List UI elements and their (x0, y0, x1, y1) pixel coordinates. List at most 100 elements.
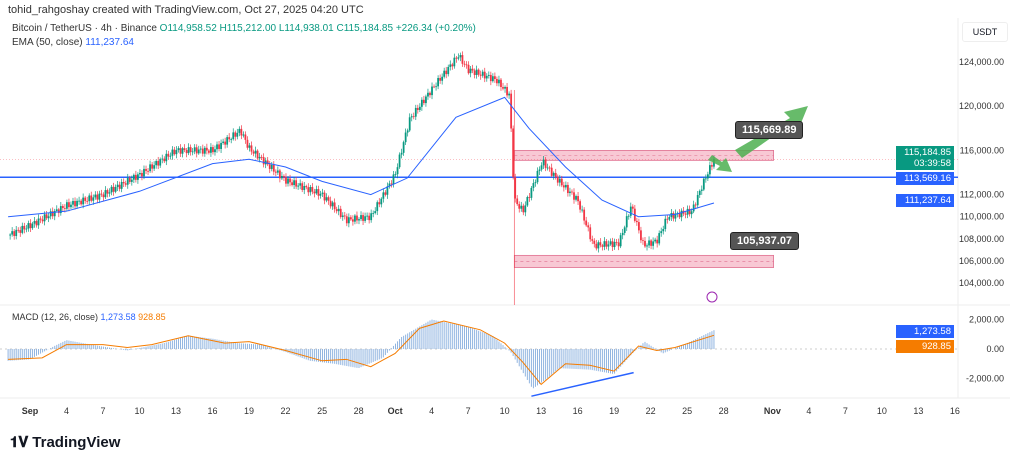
candle-body (674, 213, 677, 219)
candle-body (579, 201, 581, 210)
candle-body (19, 230, 22, 233)
candle-body (406, 130, 409, 133)
candle-body (435, 86, 437, 88)
candle-body (465, 64, 468, 66)
candle-body (329, 200, 332, 207)
candle-body (165, 153, 168, 162)
candle-body (268, 164, 271, 169)
candle-body (220, 142, 222, 149)
currency-button[interactable]: USDT (962, 22, 1008, 42)
candle-body (550, 167, 553, 176)
candle-body (642, 240, 644, 242)
candle-body (230, 139, 233, 140)
candle-body (564, 184, 567, 188)
time-tick: 13 (536, 406, 546, 416)
candle-body (323, 192, 326, 201)
candle-body (43, 214, 46, 222)
candle-body (61, 206, 64, 209)
macd-label: MACD (12, 26, close) (12, 312, 99, 322)
candle-body (112, 186, 115, 192)
candle-body (412, 116, 415, 118)
candle-body (402, 142, 405, 153)
candle-body (143, 168, 145, 177)
candle-body (396, 167, 399, 175)
candle-body (439, 78, 442, 81)
candle-body (33, 221, 36, 224)
candle-body (297, 185, 300, 187)
candle-body (597, 242, 600, 249)
candle-body (360, 215, 362, 220)
candle-body (236, 132, 239, 137)
candle-body (548, 167, 551, 169)
candle-body (207, 150, 210, 153)
candle-body (414, 107, 417, 117)
candle-body (473, 70, 476, 75)
candle-body (686, 208, 689, 215)
candle-body (447, 66, 450, 75)
macd-legend[interactable]: MACD (12, 26, close) 1,273.58 928.85 (12, 312, 166, 322)
resistance-label[interactable]: 115,669.89 (735, 121, 804, 139)
time-tick: 4 (429, 406, 434, 416)
candle-body (88, 195, 91, 202)
candle-body (242, 134, 245, 136)
candle-body (493, 76, 496, 79)
candle-body (232, 132, 235, 140)
candle-body (711, 165, 713, 167)
candle-body (398, 154, 401, 168)
candle-body (17, 229, 20, 231)
candle-body (536, 170, 539, 183)
price-tick: 116,000.00 (960, 145, 1004, 155)
candle-body (463, 63, 466, 65)
candle-body (53, 210, 56, 217)
candle-body (151, 164, 154, 169)
candle-body (193, 147, 196, 152)
candle-body (106, 190, 109, 194)
candle-body (534, 182, 537, 184)
symbol-legend[interactable]: Bitcoin / TetherUS · 4h · Binance O114,9… (12, 22, 476, 36)
candle-body (654, 239, 657, 242)
candle-body (601, 245, 604, 247)
macd-trendline (531, 371, 634, 397)
candle-body (530, 187, 533, 198)
tradingview-logo[interactable]: 𝟏𝐕 TradingView (10, 434, 120, 451)
candle-body (321, 192, 324, 194)
candle-body (21, 225, 24, 233)
candle-body (169, 155, 172, 157)
event-icon (706, 291, 718, 303)
candle-body (362, 215, 364, 221)
candle-body (285, 177, 287, 184)
candle-body (475, 69, 478, 75)
candle-body (583, 209, 586, 221)
candle-body (410, 116, 413, 118)
candle-body (489, 74, 492, 82)
candle-body (137, 174, 139, 180)
candle-body (587, 225, 590, 228)
candle-body (644, 240, 646, 247)
candle-body (51, 211, 54, 217)
candle-body (49, 211, 52, 217)
ema-legend[interactable]: EMA (50, close) 111,237.64 (12, 36, 476, 50)
candle-body (425, 96, 427, 104)
candle-body (266, 160, 269, 165)
time-tick: 28 (354, 406, 364, 416)
candle-body (303, 186, 306, 191)
time-tick: 7 (101, 406, 106, 416)
time-tick: 7 (843, 406, 848, 416)
candle-body (70, 204, 72, 208)
candle-body (173, 149, 176, 155)
support-label[interactable]: 105,937.07 (730, 232, 800, 250)
candle-body (696, 195, 699, 206)
candle-body (189, 147, 192, 152)
candle-body (354, 215, 356, 222)
candle-body (183, 148, 186, 151)
candle-body (278, 170, 281, 179)
candle-body (394, 174, 397, 176)
close-value: C115,184.85 (336, 23, 394, 34)
candle-body (11, 231, 14, 235)
candle-body (528, 197, 531, 198)
candle-body (459, 55, 462, 58)
macd-tick: 0.00 (986, 344, 1004, 354)
candle-body (74, 200, 76, 207)
candle-body (205, 147, 208, 151)
